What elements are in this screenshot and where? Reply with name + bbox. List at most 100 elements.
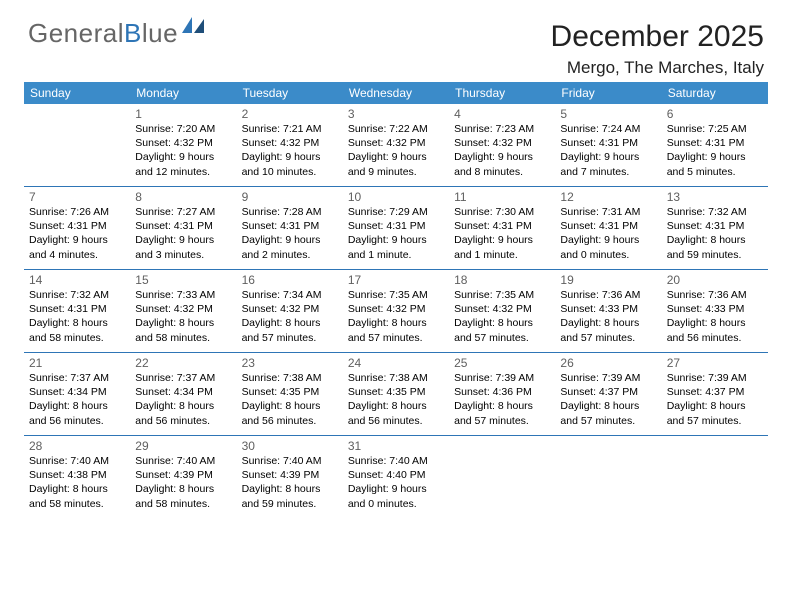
- sunset-line: Sunset: 4:33 PM: [667, 302, 763, 316]
- daylight-line-2: and 9 minutes.: [348, 165, 444, 179]
- daylight-line-2: and 1 minute.: [348, 248, 444, 262]
- day-details: Sunrise: 7:37 AMSunset: 4:34 PMDaylight:…: [135, 371, 231, 428]
- logo-text: GeneralBlue: [28, 18, 178, 49]
- daylight-line-2: and 7 minutes.: [560, 165, 656, 179]
- day-cell: 10Sunrise: 7:29 AMSunset: 4:31 PMDayligh…: [343, 187, 449, 269]
- daylight-line-2: and 58 minutes.: [135, 331, 231, 345]
- sunset-line: Sunset: 4:31 PM: [29, 219, 125, 233]
- day-details: Sunrise: 7:36 AMSunset: 4:33 PMDaylight:…: [560, 288, 656, 345]
- sunrise-line: Sunrise: 7:39 AM: [454, 371, 550, 385]
- day-number: 24: [348, 356, 444, 370]
- day-details: Sunrise: 7:32 AMSunset: 4:31 PMDaylight:…: [667, 205, 763, 262]
- sunrise-line: Sunrise: 7:40 AM: [348, 454, 444, 468]
- sunset-line: Sunset: 4:31 PM: [667, 219, 763, 233]
- sunrise-line: Sunrise: 7:37 AM: [135, 371, 231, 385]
- daylight-line-1: Daylight: 9 hours: [560, 150, 656, 164]
- day-number: 7: [29, 190, 125, 204]
- daylight-line-1: Daylight: 8 hours: [29, 316, 125, 330]
- daylight-line-2: and 57 minutes.: [560, 331, 656, 345]
- daylight-line-1: Daylight: 8 hours: [348, 316, 444, 330]
- day-details: Sunrise: 7:30 AMSunset: 4:31 PMDaylight:…: [454, 205, 550, 262]
- day-cell: 1 Sunrise: 7:20 AM Sunset: 4:32 PM Dayli…: [130, 104, 236, 186]
- sunrise-line: Sunrise: 7:37 AM: [29, 371, 125, 385]
- day-number: 28: [29, 439, 125, 453]
- daylight-line-2: and 1 minute.: [454, 248, 550, 262]
- daylight-line-2: and 57 minutes.: [560, 414, 656, 428]
- day-details: Sunrise: 7:29 AMSunset: 4:31 PMDaylight:…: [348, 205, 444, 262]
- week-row: 7Sunrise: 7:26 AMSunset: 4:31 PMDaylight…: [24, 187, 768, 270]
- day-number: 23: [242, 356, 338, 370]
- day-number: 6: [667, 107, 763, 121]
- sunset-line: Sunset: 4:32 PM: [454, 302, 550, 316]
- day-cell: 21Sunrise: 7:37 AMSunset: 4:34 PMDayligh…: [24, 353, 130, 435]
- weekday-header: Saturday: [662, 82, 768, 104]
- day-details: Sunrise: 7:34 AMSunset: 4:32 PMDaylight:…: [242, 288, 338, 345]
- daylight-line-1: Daylight: 8 hours: [560, 399, 656, 413]
- day-details: Sunrise: 7:36 AMSunset: 4:33 PMDaylight:…: [667, 288, 763, 345]
- sunrise-line: Sunrise: 7:36 AM: [667, 288, 763, 302]
- day-details: Sunrise: 7:40 AMSunset: 4:39 PMDaylight:…: [135, 454, 231, 511]
- sunrise-line: Sunrise: 7:27 AM: [135, 205, 231, 219]
- day-cell: [24, 104, 130, 186]
- day-cell: 23Sunrise: 7:38 AMSunset: 4:35 PMDayligh…: [237, 353, 343, 435]
- day-cell: 17Sunrise: 7:35 AMSunset: 4:32 PMDayligh…: [343, 270, 449, 352]
- day-details: Sunrise: 7:38 AMSunset: 4:35 PMDaylight:…: [242, 371, 338, 428]
- sunrise-line: Sunrise: 7:40 AM: [135, 454, 231, 468]
- daylight-line-2: and 57 minutes.: [454, 331, 550, 345]
- sunset-line: Sunset: 4:32 PM: [242, 302, 338, 316]
- day-cell: 26Sunrise: 7:39 AMSunset: 4:37 PMDayligh…: [555, 353, 661, 435]
- day-details: Sunrise: 7:35 AMSunset: 4:32 PMDaylight:…: [454, 288, 550, 345]
- sunrise-line: Sunrise: 7:30 AM: [454, 205, 550, 219]
- daylight-line-2: and 58 minutes.: [29, 331, 125, 345]
- day-number: 27: [667, 356, 763, 370]
- day-cell: 20Sunrise: 7:36 AMSunset: 4:33 PMDayligh…: [662, 270, 768, 352]
- day-details: Sunrise: 7:25 AM Sunset: 4:31 PM Dayligh…: [667, 122, 763, 179]
- sunset-line: Sunset: 4:31 PM: [667, 136, 763, 150]
- day-details: Sunrise: 7:21 AM Sunset: 4:32 PM Dayligh…: [242, 122, 338, 179]
- sunrise-line: Sunrise: 7:26 AM: [29, 205, 125, 219]
- weekday-header: Friday: [555, 82, 661, 104]
- day-cell: 24Sunrise: 7:38 AMSunset: 4:35 PMDayligh…: [343, 353, 449, 435]
- sunrise-line: Sunrise: 7:40 AM: [29, 454, 125, 468]
- daylight-line-2: and 0 minutes.: [560, 248, 656, 262]
- sunrise-line: Sunrise: 7:25 AM: [667, 122, 763, 136]
- day-cell: 6 Sunrise: 7:25 AM Sunset: 4:31 PM Dayli…: [662, 104, 768, 186]
- daylight-line-1: Daylight: 9 hours: [29, 233, 125, 247]
- daylight-line-2: and 10 minutes.: [242, 165, 338, 179]
- sunrise-line: Sunrise: 7:35 AM: [348, 288, 444, 302]
- day-number: 12: [560, 190, 656, 204]
- sunrise-line: Sunrise: 7:34 AM: [242, 288, 338, 302]
- daylight-line-1: Daylight: 8 hours: [242, 482, 338, 496]
- day-cell: 22Sunrise: 7:37 AMSunset: 4:34 PMDayligh…: [130, 353, 236, 435]
- weekday-header: Monday: [130, 82, 236, 104]
- daylight-line-1: Daylight: 8 hours: [348, 399, 444, 413]
- sunrise-line: Sunrise: 7:36 AM: [560, 288, 656, 302]
- week-row: 21Sunrise: 7:37 AMSunset: 4:34 PMDayligh…: [24, 353, 768, 436]
- daylight-line-2: and 57 minutes.: [667, 414, 763, 428]
- daylight-line-1: Daylight: 9 hours: [454, 150, 550, 164]
- sunrise-line: Sunrise: 7:40 AM: [242, 454, 338, 468]
- daylight-line-2: and 3 minutes.: [135, 248, 231, 262]
- day-cell: 29Sunrise: 7:40 AMSunset: 4:39 PMDayligh…: [130, 436, 236, 518]
- day-details: Sunrise: 7:22 AM Sunset: 4:32 PM Dayligh…: [348, 122, 444, 179]
- daylight-line-2: and 12 minutes.: [135, 165, 231, 179]
- day-number: 3: [348, 107, 444, 121]
- day-details: Sunrise: 7:27 AMSunset: 4:31 PMDaylight:…: [135, 205, 231, 262]
- day-details: Sunrise: 7:32 AMSunset: 4:31 PMDaylight:…: [29, 288, 125, 345]
- day-details: Sunrise: 7:39 AMSunset: 4:36 PMDaylight:…: [454, 371, 550, 428]
- day-number: 1: [135, 107, 231, 121]
- day-cell: 7Sunrise: 7:26 AMSunset: 4:31 PMDaylight…: [24, 187, 130, 269]
- sunset-line: Sunset: 4:32 PM: [348, 302, 444, 316]
- sunset-line: Sunset: 4:32 PM: [242, 136, 338, 150]
- day-number: 15: [135, 273, 231, 287]
- day-cell: 5 Sunrise: 7:24 AM Sunset: 4:31 PM Dayli…: [555, 104, 661, 186]
- sunset-line: Sunset: 4:32 PM: [454, 136, 550, 150]
- daylight-line-1: Daylight: 8 hours: [242, 399, 338, 413]
- day-details: Sunrise: 7:26 AMSunset: 4:31 PMDaylight:…: [29, 205, 125, 262]
- day-details: Sunrise: 7:40 AMSunset: 4:40 PMDaylight:…: [348, 454, 444, 511]
- logo-text-blue-letter: B: [124, 18, 142, 48]
- daylight-line-2: and 5 minutes.: [667, 165, 763, 179]
- day-number: 29: [135, 439, 231, 453]
- daylight-line-1: Daylight: 8 hours: [135, 399, 231, 413]
- daylight-line-2: and 58 minutes.: [135, 497, 231, 511]
